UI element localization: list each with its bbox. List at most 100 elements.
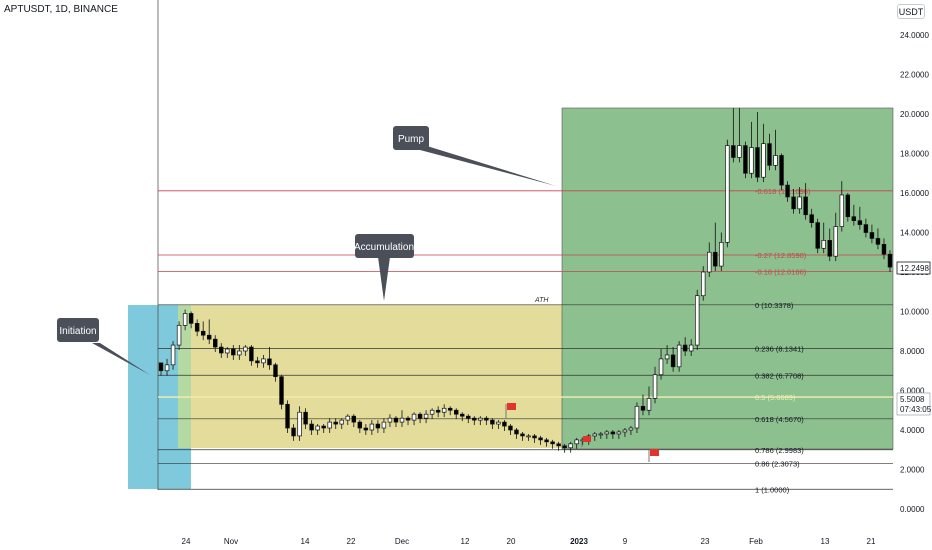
candle: [351, 414, 357, 428]
red-level-label: -0.27 (12.8590): [755, 251, 807, 260]
current-price-value: 12.2498: [900, 264, 929, 273]
candle: [869, 224, 875, 244]
candle: [321, 424, 326, 433]
candle: [514, 428, 519, 439]
candle: [273, 362, 278, 382]
candle: [472, 416, 477, 426]
candle: [194, 319, 200, 337]
x-tick-label: 20: [507, 537, 516, 546]
candle: [791, 189, 796, 214]
candle: [634, 402, 640, 433]
candle: [399, 410, 405, 428]
y-tick-label: 16.0000: [900, 189, 929, 198]
candle: [219, 343, 224, 358]
candle: [447, 406, 453, 416]
candle: [839, 181, 845, 232]
current-price-tag: 12.2498: [896, 261, 931, 275]
candle: [815, 218, 820, 254]
candle: [713, 222, 718, 272]
candle: [453, 408, 459, 420]
candle: [875, 228, 881, 250]
candle: [544, 437, 549, 447]
candle: [688, 339, 694, 356]
candle: [508, 424, 513, 435]
candle: [731, 108, 736, 163]
candle: [237, 345, 242, 360]
x-tick-label: 24: [182, 537, 191, 546]
candle: [345, 414, 350, 426]
candle: [249, 345, 254, 366]
callout-pump-text: Pump: [398, 134, 425, 145]
candle: [622, 428, 628, 437]
candle: [333, 418, 338, 430]
candle: [291, 424, 296, 441]
candle: [676, 341, 682, 372]
candle: [502, 420, 507, 431]
candle: [279, 374, 284, 410]
fib-level-label: 0.618 (4.5670): [755, 415, 804, 424]
candle: [484, 416, 489, 426]
event-flag-1[interactable]: [505, 403, 516, 418]
candle: [761, 123, 766, 183]
x-tick-label: 2023: [570, 537, 588, 546]
candle: [261, 354, 266, 368]
y-tick-label: 10.0000: [900, 308, 929, 317]
candle: [429, 408, 435, 420]
candle: [339, 418, 344, 430]
candle: [164, 358, 170, 376]
candle: [188, 311, 194, 329]
candle: [327, 418, 332, 433]
candle: [526, 433, 531, 441]
candle: [755, 112, 760, 183]
candle: [267, 347, 272, 370]
candle: [652, 366, 658, 404]
event-flag-3[interactable]: [648, 449, 659, 462]
x-tick-label: 14: [301, 537, 310, 546]
candle: [785, 181, 790, 202]
currency-button[interactable]: USDT: [897, 4, 925, 19]
callout-initiation-text: Initiation: [59, 326, 96, 337]
secondary-price-value: 5.5008: [900, 395, 925, 404]
x-tick-label: 23: [701, 537, 710, 546]
x-tick-label: Feb: [749, 537, 763, 546]
x-tick-label: Nov: [224, 537, 238, 546]
candle: [640, 394, 646, 416]
candle: [803, 183, 808, 220]
fib-level-label: 0.786 (2.9983): [755, 446, 804, 455]
candle: [616, 430, 622, 439]
candle: [773, 129, 778, 171]
candle: [417, 412, 423, 424]
candle: [556, 441, 561, 451]
candle: [423, 410, 429, 424]
candle: [496, 420, 501, 430]
candle: [285, 400, 290, 433]
candle: [532, 433, 537, 443]
candle: [749, 121, 754, 179]
candle: [628, 426, 634, 435]
candle: [490, 418, 495, 430]
candle: [743, 141, 748, 179]
event-flag-2[interactable]: [581, 436, 591, 447]
candle: [568, 441, 573, 453]
candle: [213, 335, 218, 352]
candle: [225, 347, 230, 358]
candle: [598, 431, 604, 439]
candle: [809, 208, 814, 228]
candle: [405, 416, 411, 426]
y-tick-label: 20.0000: [900, 110, 929, 119]
candle: [369, 420, 375, 435]
candle: [231, 345, 236, 360]
callout-accumulation: Accumulation: [354, 234, 414, 301]
candle: [170, 341, 176, 370]
fib-level-label: 0.382 (6.7708): [755, 371, 804, 380]
candle: [863, 218, 869, 238]
candle: [466, 414, 471, 424]
candle: [158, 362, 164, 376]
candle: [845, 193, 851, 222]
y-tick-label: 2.0000: [900, 466, 925, 475]
candle: [387, 414, 393, 428]
candle: [562, 443, 567, 453]
candle: [393, 416, 399, 428]
candle: [610, 430, 616, 439]
